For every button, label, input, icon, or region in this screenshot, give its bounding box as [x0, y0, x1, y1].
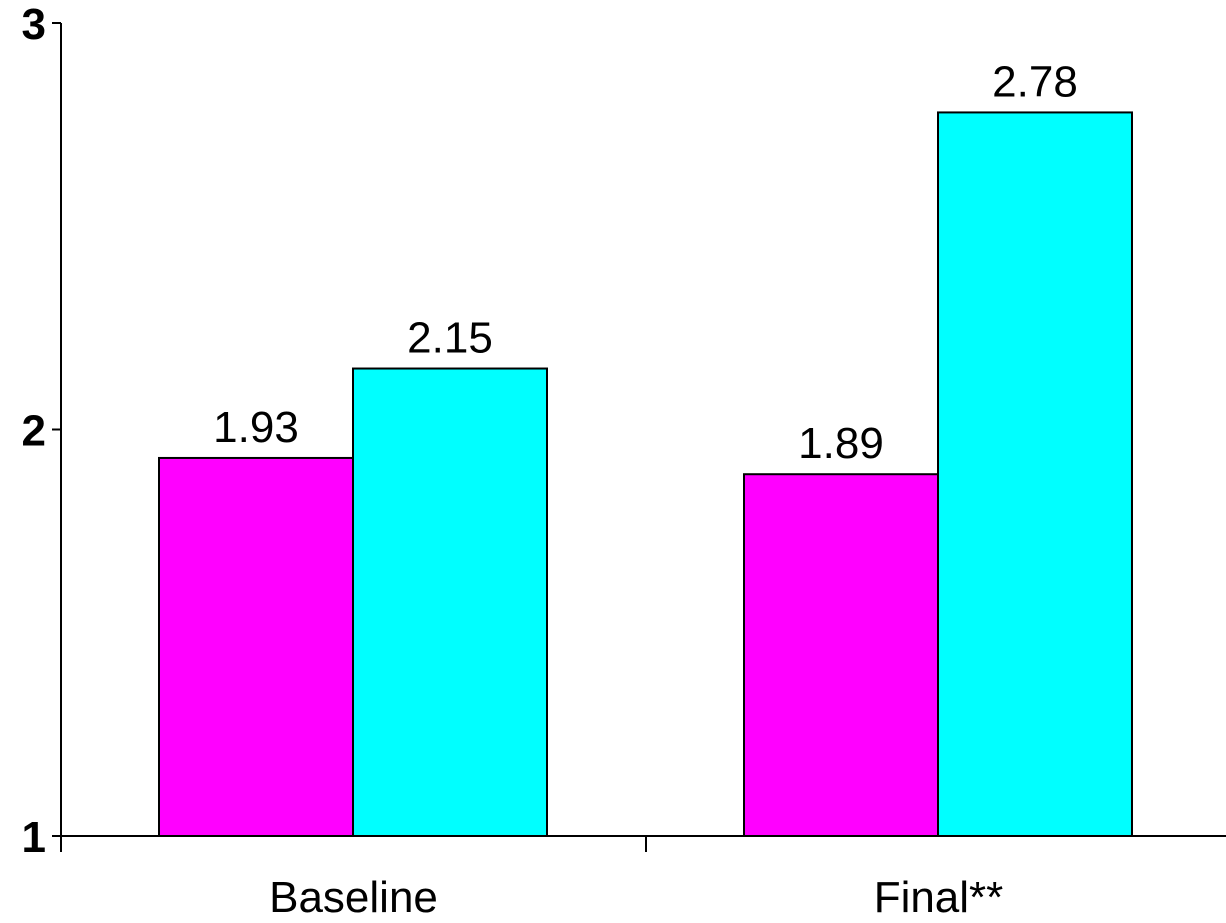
x-category-label: Final**: [874, 873, 1004, 922]
y-tick-label: 3: [22, 0, 46, 49]
bar-value-label: 1.89: [798, 419, 884, 468]
x-ticks: Baseline Final**: [60, 836, 1004, 922]
bar-value-label: 2.78: [992, 57, 1078, 106]
x-category-label: Baseline: [269, 873, 438, 922]
bar-cyan-1: [937, 111, 1133, 838]
bars-layer: [158, 111, 1133, 838]
bar-value-label: 1.93: [213, 403, 299, 452]
y-tick-label: 2: [22, 407, 46, 456]
bar-cyan-0: [352, 367, 548, 837]
bar-value-label: 2.15: [407, 314, 493, 363]
bar-magenta-0: [158, 456, 354, 837]
y-tick-label: 1: [22, 813, 46, 862]
bar-magenta-1: [743, 473, 939, 837]
y-ticks: 1 2 3: [22, 0, 61, 862]
data-labels: 1.93 1.89 2.15 2.78: [213, 57, 1078, 468]
